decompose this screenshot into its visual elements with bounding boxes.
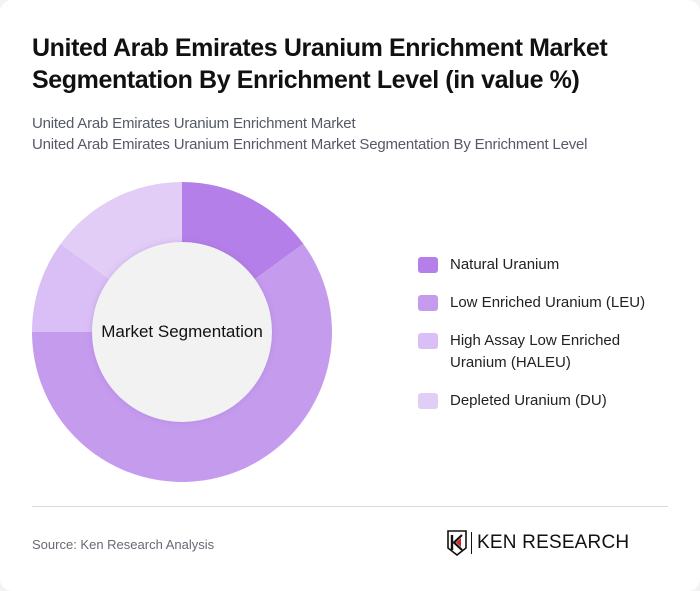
legend-label: High Assay Low Enriched Uranium (HALEU) — [450, 332, 621, 371]
legend-item-haleu[interactable]: High Assay Low Enriched Uranium (HALEU) — [418, 330, 678, 374]
legend-swatch-icon — [418, 295, 438, 311]
logo-text: KEN RESEARCH — [477, 532, 630, 553]
donut-svg — [32, 182, 332, 482]
legend: Natural Uranium Low Enriched Uranium (LE… — [418, 254, 678, 428]
logo-divider — [471, 532, 472, 554]
chart-title: United Arab Emirates Uranium Enrichment … — [32, 34, 608, 94]
legend-swatch-icon — [418, 257, 438, 273]
legend-item-natural-uranium[interactable]: Natural Uranium — [418, 254, 678, 276]
footer-divider — [32, 506, 668, 507]
legend-label: Low Enriched Uranium (LEU) — [450, 294, 646, 311]
subtitle-line-2: United Arab Emirates Uranium Enrichment … — [32, 136, 588, 153]
subtitle-line-1: United Arab Emirates Uranium Enrichment … — [32, 115, 356, 132]
legend-item-depleted-uranium[interactable]: Depleted Uranium (DU) — [418, 390, 678, 412]
ken-research-logo: KEN RESEARCH — [447, 530, 629, 556]
legend-label: Depleted Uranium (DU) — [450, 392, 607, 409]
legend-label: Natural Uranium — [450, 256, 560, 273]
legend-swatch-icon — [418, 333, 438, 349]
legend-item-leu[interactable]: Low Enriched Uranium (LEU) — [418, 292, 678, 314]
source-note: Source: Ken Research Analysis — [32, 537, 215, 552]
donut-chart: Market Segmentation — [32, 182, 332, 482]
legend-swatch-icon — [418, 393, 438, 409]
ken-research-shield-icon — [447, 530, 467, 556]
donut-hole — [92, 242, 272, 422]
chart-subtitle: United Arab Emirates Uranium Enrichment … — [32, 113, 672, 155]
